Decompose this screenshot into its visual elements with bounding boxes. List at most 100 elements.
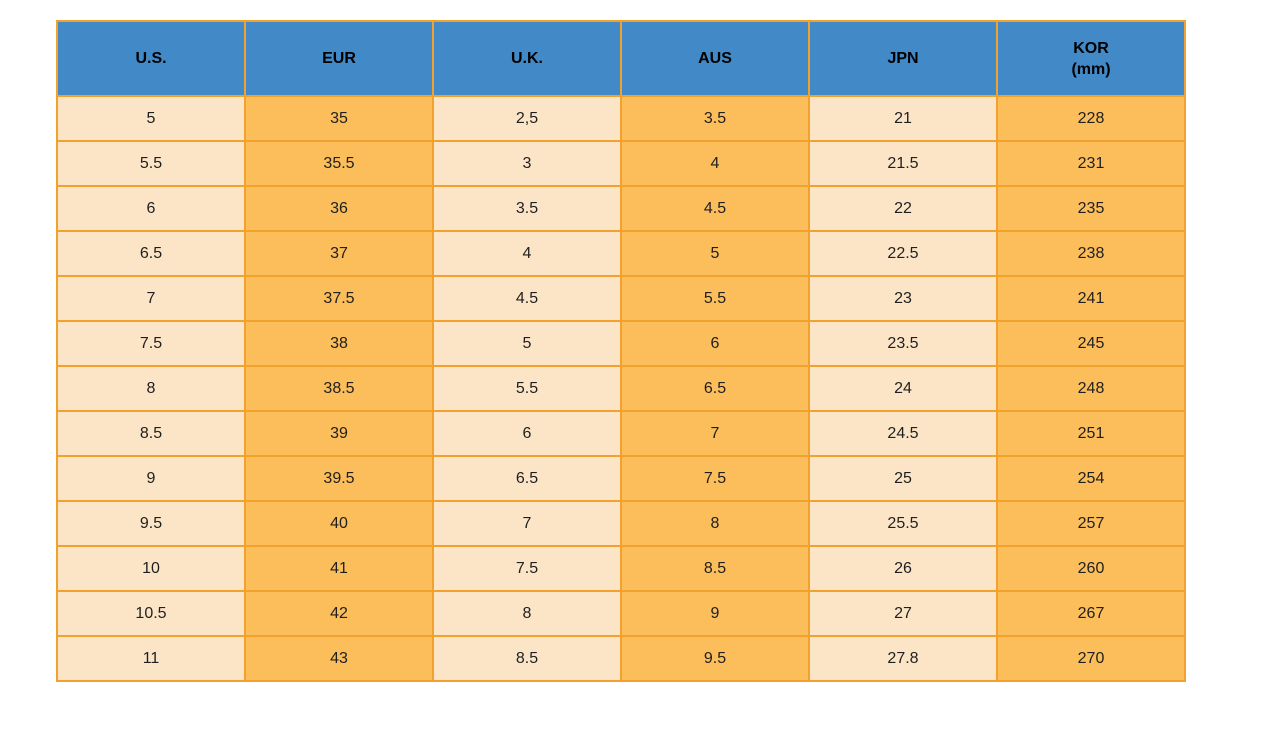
table-cell-us: 6: [56, 185, 246, 232]
table-cell-eur: 38: [244, 320, 434, 367]
table-cell-uk: 3.5: [432, 185, 622, 232]
table-cell-aus: 8: [620, 500, 810, 547]
table-cell-us: 10: [56, 545, 246, 592]
table-cell-uk: 2,5: [432, 95, 622, 142]
table-cell-uk: 6.5: [432, 455, 622, 502]
table-cell-kor: 257: [996, 500, 1186, 547]
table-cell-kor: 248: [996, 365, 1186, 412]
table-cell-eur: 42: [244, 590, 434, 637]
table-row: 5.5 35.5 3 4 21.5 231: [56, 140, 1186, 187]
table-cell-jpn: 22.5: [808, 230, 998, 277]
table-cell-uk: 6: [432, 410, 622, 457]
table-cell-aus: 9.5: [620, 635, 810, 682]
table-row: 9 39.5 6.5 7.5 25 254: [56, 455, 1186, 502]
table-cell-us: 7: [56, 275, 246, 322]
column-header-label: JPN: [887, 50, 919, 67]
table-cell-uk: 5.5: [432, 365, 622, 412]
table-cell-aus: 7.5: [620, 455, 810, 502]
table-cell-kor: 235: [996, 185, 1186, 232]
table-cell-us: 6.5: [56, 230, 246, 277]
table-cell-eur: 37.5: [244, 275, 434, 322]
shoe-size-conversion-table: U.S. EUR U.K. AUS JPN KOR (mm) 5 35 2,5 3.5 21 228 5…: [56, 20, 1186, 682]
column-header-label: AUS: [698, 50, 732, 67]
table-cell-jpn: 23.5: [808, 320, 998, 367]
table-cell-kor: 231: [996, 140, 1186, 187]
table-row: 11 43 8.5 9.5 27.8 270: [56, 635, 1186, 682]
table-cell-uk: 5: [432, 320, 622, 367]
table-cell-eur: 36: [244, 185, 434, 232]
table-cell-us: 8.5: [56, 410, 246, 457]
table-cell-eur: 37: [244, 230, 434, 277]
column-header-aus: AUS: [620, 20, 810, 97]
table-cell-eur: 43: [244, 635, 434, 682]
table-cell-jpn: 21.5: [808, 140, 998, 187]
table-cell-kor: 245: [996, 320, 1186, 367]
table-cell-us: 5.5: [56, 140, 246, 187]
table-row: 10.5 42 8 9 27 267: [56, 590, 1186, 637]
table-cell-us: 11: [56, 635, 246, 682]
header-row: U.S. EUR U.K. AUS JPN KOR (mm): [56, 20, 1186, 97]
table-cell-eur: 40: [244, 500, 434, 547]
table-row: 8 38.5 5.5 6.5 24 248: [56, 365, 1186, 412]
table-cell-jpn: 21: [808, 95, 998, 142]
table-cell-uk: 4.5: [432, 275, 622, 322]
table-cell-kor: 228: [996, 95, 1186, 142]
column-header-label: EUR: [322, 50, 356, 67]
table-row: 6.5 37 4 5 22.5 238: [56, 230, 1186, 277]
table-cell-eur: 39: [244, 410, 434, 457]
table-cell-uk: 7.5: [432, 545, 622, 592]
column-header-label: U.K.: [511, 50, 543, 67]
table-cell-eur: 35.5: [244, 140, 434, 187]
table-cell-jpn: 22: [808, 185, 998, 232]
table-cell-uk: 8: [432, 590, 622, 637]
table-cell-eur: 41: [244, 545, 434, 592]
table-row: 10 41 7.5 8.5 26 260: [56, 545, 1186, 592]
table-cell-us: 9: [56, 455, 246, 502]
table-cell-uk: 3: [432, 140, 622, 187]
table-cell-kor: 260: [996, 545, 1186, 592]
table-cell-us: 7.5: [56, 320, 246, 367]
table-row: 5 35 2,5 3.5 21 228: [56, 95, 1186, 142]
table-cell-jpn: 26: [808, 545, 998, 592]
column-header-label: KOR: [1073, 39, 1109, 57]
table-cell-jpn: 25: [808, 455, 998, 502]
table-cell-kor: 251: [996, 410, 1186, 457]
table-row: 8.5 39 6 7 24.5 251: [56, 410, 1186, 457]
table-cell-aus: 5: [620, 230, 810, 277]
table-header: U.S. EUR U.K. AUS JPN KOR (mm): [56, 20, 1186, 97]
table-row: 7 37.5 4.5 5.5 23 241: [56, 275, 1186, 322]
table-row: 6 36 3.5 4.5 22 235: [56, 185, 1186, 232]
table-cell-aus: 4: [620, 140, 810, 187]
table-cell-jpn: 27: [808, 590, 998, 637]
table-cell-eur: 35: [244, 95, 434, 142]
table-cell-aus: 7: [620, 410, 810, 457]
table-row: 7.5 38 5 6 23.5 245: [56, 320, 1186, 367]
column-header-eur: EUR: [244, 20, 434, 97]
table-cell-kor: 238: [996, 230, 1186, 277]
column-header-kor: KOR (mm): [996, 20, 1186, 97]
table-cell-uk: 8.5: [432, 635, 622, 682]
table-cell-jpn: 27.8: [808, 635, 998, 682]
column-header-sublabel: (mm): [1071, 60, 1111, 78]
table-cell-jpn: 25.5: [808, 500, 998, 547]
table-cell-jpn: 23: [808, 275, 998, 322]
table-cell-aus: 6.5: [620, 365, 810, 412]
table-cell-us: 9.5: [56, 500, 246, 547]
column-header-uk: U.K.: [432, 20, 622, 97]
column-header-jpn: JPN: [808, 20, 998, 97]
table-cell-uk: 4: [432, 230, 622, 277]
table-cell-aus: 4.5: [620, 185, 810, 232]
table-body: 5 35 2,5 3.5 21 228 5.5 35.5 3 4 21.5 231 6 36 3.5 4.5 2…: [56, 95, 1186, 682]
table-cell-kor: 254: [996, 455, 1186, 502]
table-cell-us: 5: [56, 95, 246, 142]
table-cell-kor: 267: [996, 590, 1186, 637]
table-cell-jpn: 24.5: [808, 410, 998, 457]
table-cell-aus: 9: [620, 590, 810, 637]
column-header-us: U.S.: [56, 20, 246, 97]
table-cell-eur: 39.5: [244, 455, 434, 502]
table-cell-us: 10.5: [56, 590, 246, 637]
table-cell-aus: 5.5: [620, 275, 810, 322]
size-conversion-table-container: U.S. EUR U.K. AUS JPN KOR (mm) 5 35 2,5 3.5 21 228 5…: [56, 20, 1186, 682]
table-cell-us: 8: [56, 365, 246, 412]
table-cell-uk: 7: [432, 500, 622, 547]
